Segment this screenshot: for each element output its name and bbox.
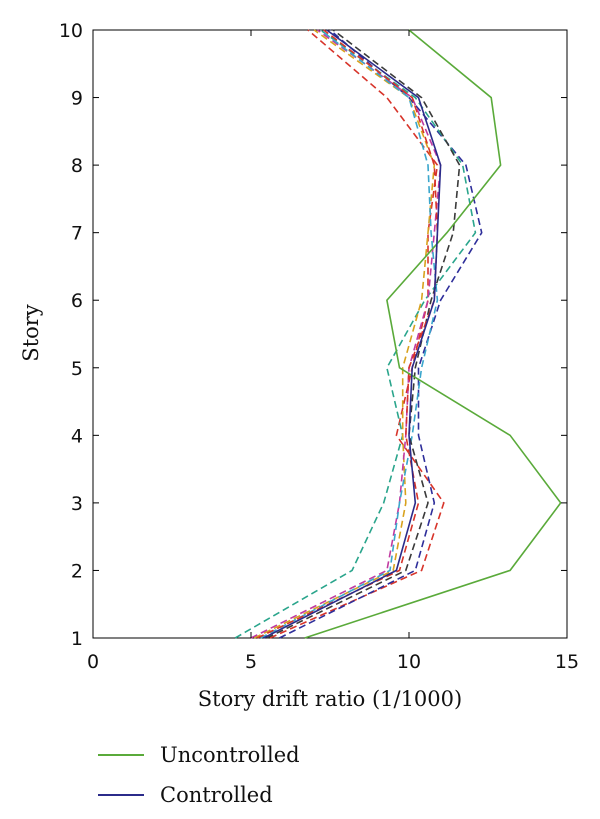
- y-tick-label: 1: [71, 628, 83, 650]
- y-tick-label: 3: [71, 493, 83, 515]
- y-tick-label: 10: [59, 20, 83, 42]
- x-tick-label: 15: [555, 651, 579, 673]
- legend-swatch-uncontrolled: [98, 754, 144, 756]
- dashed-series-line-2: [279, 29, 483, 639]
- legend-label-controlled: Controlled: [160, 783, 273, 807]
- controlled-series-line: [263, 29, 442, 639]
- y-axis-title: Story: [19, 304, 43, 362]
- legend: Uncontrolled Controlled: [98, 735, 300, 815]
- y-tick-label: 7: [71, 223, 83, 245]
- dashed-series-line-6: [260, 29, 439, 639]
- legend-swatch-controlled: [98, 794, 144, 796]
- dashed-series-line-4: [253, 29, 436, 639]
- dashed-series-line-7: [266, 29, 461, 639]
- uncontrolled-series-line: [304, 29, 562, 639]
- y-tick-label: 8: [71, 155, 83, 177]
- x-tick-label: 0: [87, 651, 99, 673]
- x-tick-label: 10: [397, 651, 421, 673]
- y-tick-label: 5: [71, 358, 83, 380]
- y-tick-label: 6: [71, 290, 83, 312]
- plot-frame: [92, 29, 568, 639]
- legend-label-uncontrolled: Uncontrolled: [160, 743, 300, 767]
- dashed-series-line-1: [269, 29, 445, 639]
- axis-layer: 0 5 10 15 1 2 3 4 5 6 7 8 9 10: [59, 20, 579, 673]
- y-tick-label: 2: [71, 560, 83, 582]
- dashed-series-line-3: [234, 29, 477, 639]
- x-tick-label: 5: [245, 651, 257, 673]
- dashed-series-line-8: [256, 29, 439, 639]
- x-axis-title: Story drift ratio (1/1000): [198, 687, 462, 711]
- legend-item-controlled: Controlled: [98, 775, 300, 815]
- story-drift-chart: 0 5 10 15 1 2 3 4 5 6 7 8 9 10 Story drift ratio (1/1…: [19, 20, 579, 711]
- legend-item-uncontrolled: Uncontrolled: [98, 735, 300, 775]
- y-tick-label: 4: [71, 425, 83, 447]
- dashed-series-line-5: [250, 29, 442, 639]
- series-layer: [234, 29, 562, 639]
- y-tick-label: 9: [71, 88, 83, 110]
